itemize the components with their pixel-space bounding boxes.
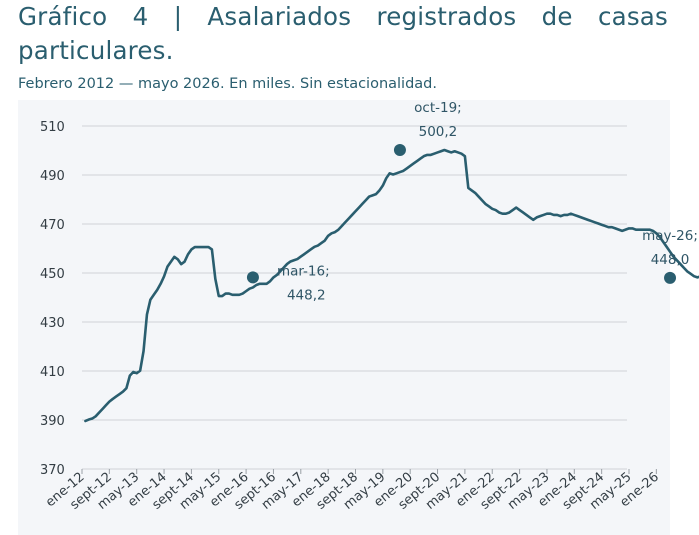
series-line-0 bbox=[84, 148, 699, 423]
y-tick-label: 450 bbox=[40, 267, 65, 282]
annotations-layer: mar-16; 448,2 oct-19; 500,2 may-26; 448,0 bbox=[277, 100, 698, 303]
chart-title: Gráfico 4 | Asalariados registrados de c… bbox=[18, 2, 668, 65]
gridlines bbox=[82, 125, 627, 470]
annotation-label-value: 448,0 bbox=[651, 252, 690, 268]
highlight-point bbox=[664, 271, 677, 284]
y-axis-ticks: 370 390 410 430 450 470 490 510 bbox=[40, 120, 65, 478]
annotation-label-date: oct-19; bbox=[414, 100, 462, 116]
annotation-label-date: may-26; bbox=[642, 228, 698, 244]
y-tick-label: 370 bbox=[40, 463, 65, 478]
highlight-point bbox=[246, 271, 259, 284]
x-axis-ticks: ene-12sept-12may-13ene-14sept-14may-15en… bbox=[43, 469, 662, 513]
chart-area bbox=[18, 100, 670, 535]
y-tick-label: 470 bbox=[40, 218, 65, 233]
series-layer bbox=[84, 148, 699, 423]
y-tick-label: 390 bbox=[40, 414, 65, 429]
highlight-point bbox=[393, 144, 406, 157]
y-tick-label: 510 bbox=[40, 120, 65, 135]
y-tick-label: 490 bbox=[40, 169, 65, 184]
annotation-label-value: 448,2 bbox=[287, 287, 326, 303]
annotation-label-date: mar-16; bbox=[277, 263, 330, 279]
chart-subtitle: Febrero 2012 — mayo 2026. En miles. Sin … bbox=[18, 76, 437, 92]
y-tick-label: 430 bbox=[40, 316, 65, 331]
highlight-markers bbox=[246, 144, 677, 284]
y-tick-label: 410 bbox=[40, 365, 65, 380]
annotation-label-value: 500,2 bbox=[419, 124, 458, 140]
